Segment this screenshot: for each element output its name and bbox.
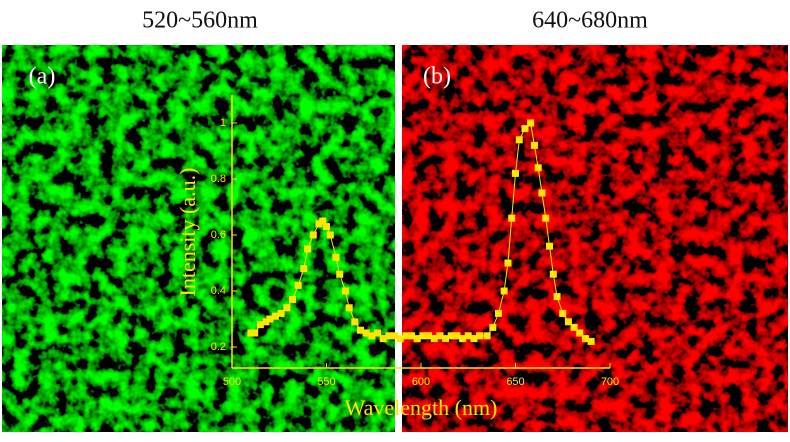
data-point xyxy=(266,315,274,323)
y-tick-label: 0.2 xyxy=(211,341,226,353)
x-tick-label: 650 xyxy=(506,376,524,388)
data-point xyxy=(345,304,353,312)
data-point xyxy=(489,323,497,331)
data-point xyxy=(408,332,416,340)
data-point xyxy=(368,332,376,340)
data-point xyxy=(402,332,410,340)
data-point xyxy=(515,136,523,144)
data-point xyxy=(277,309,285,317)
data-point xyxy=(534,164,542,172)
data-point xyxy=(512,169,519,177)
y-tick-label: 0.4 xyxy=(211,285,226,297)
data-point xyxy=(553,293,561,301)
data-point xyxy=(362,329,370,337)
data-point xyxy=(570,323,578,331)
data-point xyxy=(504,259,512,267)
data-point xyxy=(559,309,567,317)
data-point xyxy=(319,217,327,225)
data-point xyxy=(304,245,312,253)
data-point xyxy=(385,332,393,340)
data-point xyxy=(256,321,264,329)
data-point xyxy=(419,332,427,340)
data-point xyxy=(494,309,502,317)
plot: 500 550 600 650 700 0.2 0.4 0.6 0.8 1 xyxy=(211,95,619,388)
x-tick-label: 700 xyxy=(601,376,619,388)
x-tick-label: 500 xyxy=(223,376,241,388)
panel-label: (b) xyxy=(423,64,451,90)
data-point xyxy=(436,332,444,340)
y-tick-label: 1 xyxy=(220,117,226,129)
data-point xyxy=(288,295,296,303)
data-point xyxy=(326,231,334,239)
data-point xyxy=(271,312,279,320)
data-point xyxy=(413,335,421,343)
data-point xyxy=(483,332,491,340)
data-point xyxy=(549,270,557,278)
data-point xyxy=(447,332,455,340)
data-point xyxy=(530,141,538,149)
y-tick-label: 0.8 xyxy=(211,173,226,185)
data-point xyxy=(564,318,572,326)
data-point xyxy=(464,332,472,340)
data-point xyxy=(396,335,404,343)
data-point xyxy=(430,335,438,343)
data-point xyxy=(336,270,344,278)
y-axis-label: Intensity (a.u.) xyxy=(175,168,200,297)
panel-label: (a) xyxy=(29,64,56,90)
data-point xyxy=(425,332,433,340)
data-point xyxy=(315,220,323,228)
data-point xyxy=(323,223,330,231)
data-point xyxy=(459,335,467,343)
data-point xyxy=(351,318,359,326)
header: 640~680nm xyxy=(532,8,648,34)
data-point xyxy=(546,242,554,250)
data-point xyxy=(500,287,508,295)
data-point xyxy=(470,335,478,343)
data-point xyxy=(332,253,340,261)
data-point xyxy=(391,332,399,340)
data-point xyxy=(476,332,484,340)
x-tick-label: 550 xyxy=(317,376,335,388)
data-point xyxy=(442,335,450,343)
y-tick-label: 0.6 xyxy=(211,229,226,241)
data-point xyxy=(379,335,387,343)
data-point xyxy=(453,332,461,340)
data-point xyxy=(300,265,308,273)
data-point xyxy=(262,318,270,326)
data-point xyxy=(581,335,589,343)
data-point xyxy=(357,326,365,334)
data-point xyxy=(542,214,550,222)
data-point xyxy=(508,214,516,222)
red-image xyxy=(402,45,788,432)
x-tick-label: 600 xyxy=(412,376,430,388)
data-point xyxy=(538,189,546,197)
data-point xyxy=(576,329,584,337)
data-point xyxy=(309,231,317,239)
data-point xyxy=(294,281,302,289)
data-point xyxy=(341,287,349,295)
data-point xyxy=(521,125,529,133)
data-point xyxy=(374,329,382,337)
data-point xyxy=(587,337,595,345)
header: 520~560nm xyxy=(142,8,258,34)
data-point xyxy=(247,329,255,337)
x-axis-label: Wavelength (nm) xyxy=(345,395,498,420)
data-point xyxy=(527,119,535,127)
data-point xyxy=(251,329,259,337)
data-point xyxy=(283,304,291,312)
